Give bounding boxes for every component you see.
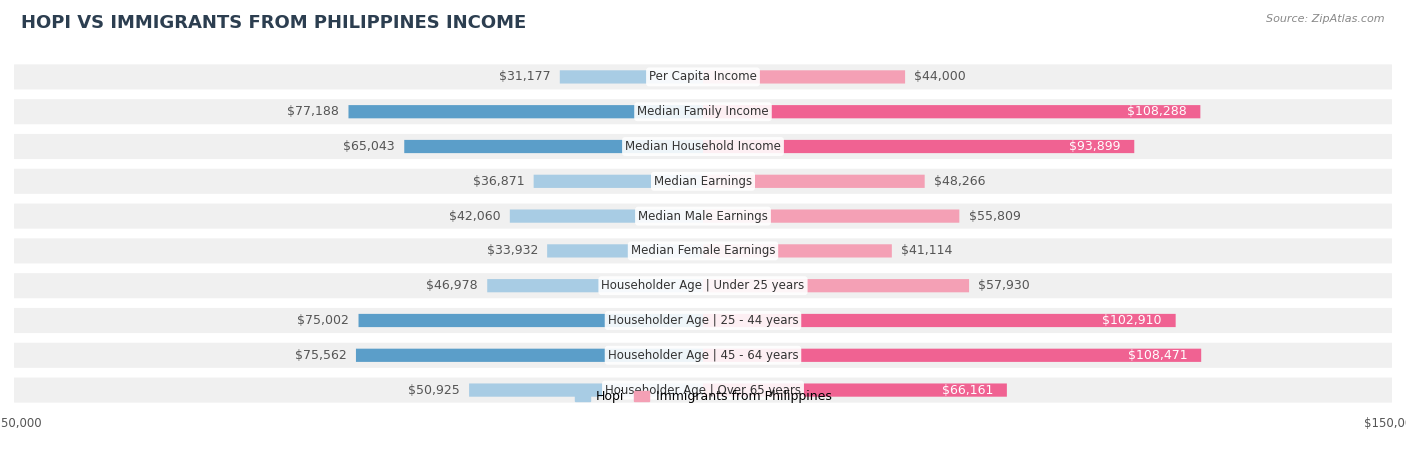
- FancyBboxPatch shape: [703, 210, 959, 223]
- Text: Median Earnings: Median Earnings: [654, 175, 752, 188]
- Text: Per Capita Income: Per Capita Income: [650, 71, 756, 84]
- Text: $75,002: $75,002: [298, 314, 349, 327]
- FancyBboxPatch shape: [534, 175, 703, 188]
- Text: $31,177: $31,177: [499, 71, 551, 84]
- Text: $77,188: $77,188: [287, 105, 339, 118]
- Text: Householder Age | 45 - 64 years: Householder Age | 45 - 64 years: [607, 349, 799, 362]
- Text: $57,930: $57,930: [979, 279, 1031, 292]
- FancyBboxPatch shape: [703, 314, 1175, 327]
- Text: $46,978: $46,978: [426, 279, 478, 292]
- FancyBboxPatch shape: [560, 71, 703, 84]
- FancyBboxPatch shape: [356, 349, 703, 362]
- FancyBboxPatch shape: [703, 105, 1201, 118]
- Text: Householder Age | 25 - 44 years: Householder Age | 25 - 44 years: [607, 314, 799, 327]
- FancyBboxPatch shape: [547, 244, 703, 257]
- FancyBboxPatch shape: [14, 169, 1392, 194]
- FancyBboxPatch shape: [405, 140, 703, 153]
- Text: $33,932: $33,932: [486, 244, 538, 257]
- Text: $93,899: $93,899: [1069, 140, 1121, 153]
- FancyBboxPatch shape: [14, 343, 1392, 368]
- Text: Householder Age | Under 25 years: Householder Age | Under 25 years: [602, 279, 804, 292]
- FancyBboxPatch shape: [703, 71, 905, 84]
- Text: $108,471: $108,471: [1128, 349, 1188, 362]
- Text: $44,000: $44,000: [914, 71, 966, 84]
- FancyBboxPatch shape: [510, 210, 703, 223]
- Text: $36,871: $36,871: [472, 175, 524, 188]
- FancyBboxPatch shape: [14, 64, 1392, 90]
- FancyBboxPatch shape: [703, 140, 1135, 153]
- Text: $65,043: $65,043: [343, 140, 395, 153]
- FancyBboxPatch shape: [359, 314, 703, 327]
- Text: Source: ZipAtlas.com: Source: ZipAtlas.com: [1267, 14, 1385, 24]
- Text: HOPI VS IMMIGRANTS FROM PHILIPPINES INCOME: HOPI VS IMMIGRANTS FROM PHILIPPINES INCO…: [21, 14, 526, 32]
- FancyBboxPatch shape: [14, 377, 1392, 403]
- Text: $50,925: $50,925: [408, 383, 460, 396]
- FancyBboxPatch shape: [14, 99, 1392, 124]
- Text: $42,060: $42,060: [449, 210, 501, 223]
- FancyBboxPatch shape: [703, 279, 969, 292]
- FancyBboxPatch shape: [703, 349, 1201, 362]
- Text: Householder Age | Over 65 years: Householder Age | Over 65 years: [605, 383, 801, 396]
- FancyBboxPatch shape: [703, 244, 891, 257]
- FancyBboxPatch shape: [703, 175, 925, 188]
- Text: $102,910: $102,910: [1102, 314, 1161, 327]
- FancyBboxPatch shape: [349, 105, 703, 118]
- FancyBboxPatch shape: [14, 204, 1392, 229]
- Text: $75,562: $75,562: [295, 349, 347, 362]
- FancyBboxPatch shape: [14, 308, 1392, 333]
- FancyBboxPatch shape: [488, 279, 703, 292]
- FancyBboxPatch shape: [14, 273, 1392, 298]
- Text: Median Household Income: Median Household Income: [626, 140, 780, 153]
- Text: Median Family Income: Median Family Income: [637, 105, 769, 118]
- Text: $55,809: $55,809: [969, 210, 1021, 223]
- Legend: Hopi, Immigrants from Philippines: Hopi, Immigrants from Philippines: [569, 385, 837, 408]
- Text: $108,288: $108,288: [1126, 105, 1187, 118]
- Text: $48,266: $48,266: [934, 175, 986, 188]
- Text: Median Female Earnings: Median Female Earnings: [631, 244, 775, 257]
- Text: $66,161: $66,161: [942, 383, 993, 396]
- FancyBboxPatch shape: [470, 383, 703, 396]
- FancyBboxPatch shape: [14, 134, 1392, 159]
- FancyBboxPatch shape: [14, 238, 1392, 263]
- FancyBboxPatch shape: [703, 383, 1007, 396]
- Text: $41,114: $41,114: [901, 244, 952, 257]
- Text: Median Male Earnings: Median Male Earnings: [638, 210, 768, 223]
